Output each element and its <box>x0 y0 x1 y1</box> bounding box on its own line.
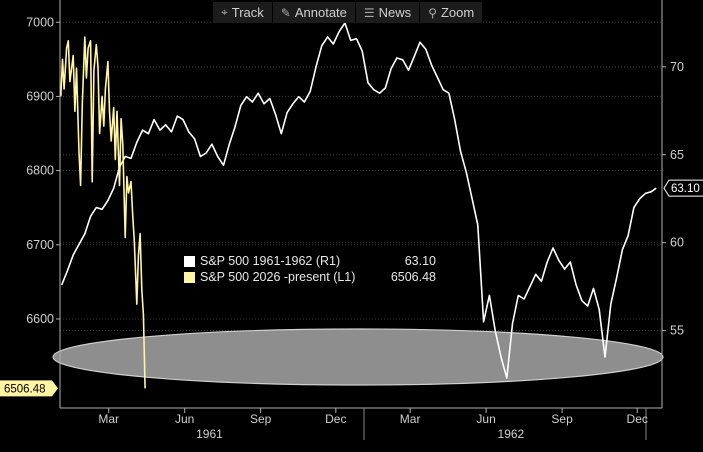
news-button[interactable]: ☰ News <box>356 2 421 23</box>
series-line-2026 <box>60 36 146 389</box>
left-axis-tick-label: 7000 <box>26 15 54 29</box>
last-value-tags: 63.10 6506.48 <box>0 179 703 397</box>
track-button[interactable]: ⌖ Track <box>213 2 273 23</box>
track-label: Track <box>231 5 264 20</box>
x-axis-tick-label: Sep <box>250 412 272 426</box>
legend-swatch <box>184 255 195 267</box>
x-axis-year-label: 1962 <box>498 427 525 441</box>
legend-swatch <box>184 271 195 283</box>
legend-series-value: 63.10 <box>404 254 436 268</box>
zoom-label: Zoom <box>440 5 475 20</box>
x-axis-tick-label: Mar <box>400 412 421 426</box>
legend: S&P 500 1961-1962 (R1) 63.10 S&P 500 202… <box>182 251 438 287</box>
series-line-1961-1962 <box>60 22 657 379</box>
x-axis-year-label: 1961 <box>196 427 223 441</box>
right-axis-tick-label: 70 <box>670 60 684 74</box>
gridlines <box>60 21 662 332</box>
x-axis-tick-label: Jun <box>175 412 194 426</box>
annotate-label: Annotate <box>294 5 347 20</box>
right-axis-tick-label: 65 <box>670 148 684 162</box>
left-last-value-label: 6506.48 <box>4 383 46 395</box>
x-axis-tick-label: Jun <box>476 412 495 426</box>
legend-entry[interactable]: S&P 500 2026 -present (L1) 6506.48 <box>184 269 436 285</box>
left-axis-tick-label: 6800 <box>26 164 54 178</box>
legend-series-value: 6506.48 <box>390 270 436 284</box>
zoom-button[interactable]: ⚲ Zoom <box>420 2 482 23</box>
axis-ticks: 6600 6700 6800 6900 7000 55 60 65 70 Mar Jun Sep Dec… <box>26 15 684 441</box>
series-lines <box>60 22 657 389</box>
pencil-icon: ✎ <box>280 5 291 20</box>
left-axis-tick-label: 6700 <box>26 238 54 252</box>
right-axis-tick-label: 60 <box>670 236 684 250</box>
annotate-button[interactable]: ✎ Annotate <box>273 2 356 23</box>
crosshair-icon: ⌖ <box>221 5 228 19</box>
left-axis-tick-label: 6600 <box>26 312 54 326</box>
x-axis-tick-label: Sep <box>551 412 573 426</box>
news-label: News <box>378 5 412 20</box>
left-axis-tick-label: 6900 <box>26 89 54 103</box>
left-last-value-tag <box>0 380 58 397</box>
x-axis-tick-label: Dec <box>627 412 648 426</box>
legend-entry[interactable]: S&P 500 1961-1962 (R1) 63.10 <box>184 253 436 269</box>
chart-toolbar: ⌖ Track ✎ Annotate ☰ News ⚲ Zoom <box>213 2 483 23</box>
right-last-value-label: 63.10 <box>671 183 700 195</box>
x-axis-tick-label: Dec <box>325 412 346 426</box>
zoom-icon: ⚲ <box>428 5 437 20</box>
right-axis-tick-label: 55 <box>670 324 684 338</box>
legend-series-name: S&P 500 2026 -present (L1) <box>200 270 356 284</box>
right-last-value-tag <box>663 179 703 197</box>
news-icon: ☰ <box>363 5 375 20</box>
legend-series-name: S&P 500 1961-1962 (R1) <box>200 254 341 268</box>
x-axis-tick-label: Mar <box>98 412 119 426</box>
